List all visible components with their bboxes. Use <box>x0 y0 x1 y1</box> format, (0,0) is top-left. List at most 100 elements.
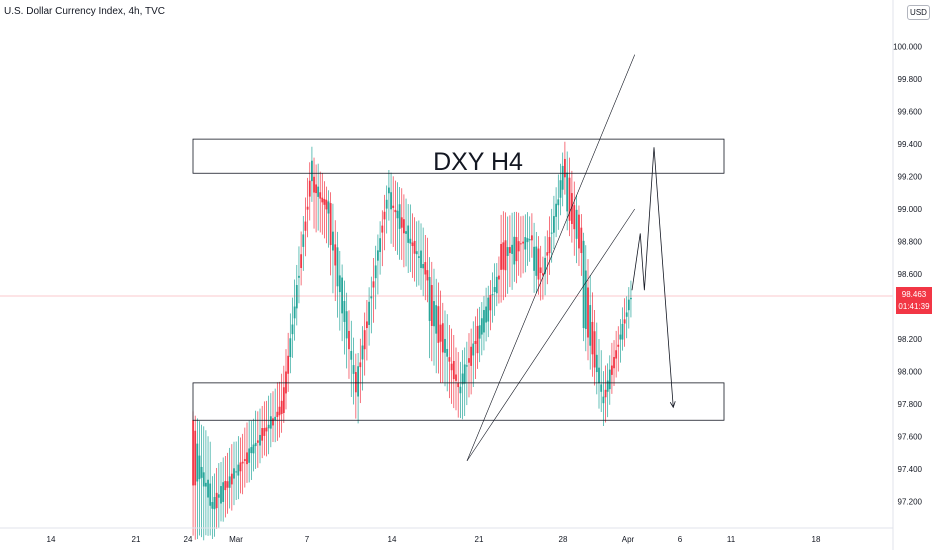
symbol-title: U.S. Dollar Currency Index, 4h, TVC <box>4 6 165 17</box>
candle-body <box>557 199 560 206</box>
candle-body <box>390 192 392 210</box>
candle-body <box>485 306 487 323</box>
candle-body <box>437 306 440 343</box>
candle-body <box>582 240 585 329</box>
candle-body <box>578 214 580 249</box>
candle-body <box>584 270 587 329</box>
candle-body <box>405 231 407 234</box>
candle-body <box>202 472 205 487</box>
candle-body <box>192 420 194 486</box>
candle-body <box>483 310 485 333</box>
candle-body <box>461 373 464 385</box>
candle-body <box>272 418 274 426</box>
candle-body <box>606 380 609 392</box>
candle-body <box>241 461 244 464</box>
candle-body <box>215 492 218 509</box>
candle-body <box>246 452 248 465</box>
candle-body <box>489 294 492 311</box>
candle-body <box>625 312 628 317</box>
price-tick-label: 99.600 <box>898 108 923 117</box>
candle-body <box>602 396 605 404</box>
candle-body <box>468 358 470 363</box>
candle-body <box>580 227 583 254</box>
candle-body <box>544 257 546 274</box>
time-tick-label: Apr <box>622 535 635 544</box>
candle-body <box>205 482 207 487</box>
candle-body <box>321 197 324 203</box>
candle-body <box>315 184 317 194</box>
candle-body <box>528 239 531 241</box>
candle-body <box>237 464 240 476</box>
price-tick-label: 97.200 <box>898 498 923 507</box>
candle-body <box>217 494 220 498</box>
candle-body <box>398 204 401 229</box>
candle-body <box>348 330 350 350</box>
time-tick-label: 14 <box>388 535 397 544</box>
candle-body <box>366 321 368 329</box>
candle-body <box>254 442 257 447</box>
candle-body <box>248 448 251 463</box>
candle-body <box>515 237 518 262</box>
candle-body <box>480 318 483 335</box>
price-axis: 97.20097.40097.60097.80098.00098.20098.4… <box>893 43 922 507</box>
candle-body <box>388 187 390 194</box>
candle-body <box>327 201 330 214</box>
dxy-h4-annotation: DXY H4 <box>433 148 523 176</box>
candle-body <box>546 252 549 256</box>
candle-body <box>361 345 364 360</box>
price-tick-label: 97.800 <box>898 400 923 409</box>
candle-body <box>256 440 259 443</box>
candle-body <box>265 427 268 432</box>
candle-body <box>444 338 446 353</box>
price-tick-label: 97.400 <box>898 465 923 474</box>
candle-body <box>250 447 253 454</box>
candle-body <box>491 294 494 296</box>
candle-body <box>354 372 357 393</box>
projection-path <box>631 147 674 408</box>
candle-body <box>228 476 231 488</box>
candle-body <box>627 299 630 311</box>
candle-body <box>311 160 313 182</box>
candle-body <box>295 285 298 309</box>
current-price-badge: 98.463 01:41:39 <box>896 287 932 314</box>
candle-body <box>570 193 573 224</box>
time-tick-label: 11 <box>727 535 736 544</box>
candle-body <box>498 275 500 280</box>
candle-body <box>226 481 229 488</box>
time-tick-label: 14 <box>47 535 56 544</box>
candle-body <box>374 265 377 279</box>
candle-body <box>341 277 344 314</box>
candle-body <box>553 216 555 233</box>
candle-body <box>280 400 283 415</box>
currency-selector[interactable]: USD <box>907 5 930 20</box>
candle-body <box>298 275 300 278</box>
candle-body <box>276 411 279 418</box>
candle-body <box>291 324 294 335</box>
candle-body <box>194 430 197 486</box>
candle-body <box>509 247 511 254</box>
candle-body <box>274 416 277 421</box>
candle-body <box>487 297 490 322</box>
candle-body <box>428 277 431 321</box>
candles-layer <box>192 141 632 541</box>
time-tick-label: 7 <box>305 535 310 544</box>
candle-body <box>446 348 449 357</box>
candle-body <box>604 389 607 398</box>
candle-body <box>213 496 216 510</box>
candle-body <box>542 273 544 276</box>
candle-body <box>233 468 235 479</box>
candle-body <box>306 206 309 210</box>
resistance-zone <box>192 138 725 174</box>
candle-body <box>630 297 632 300</box>
candle-body <box>457 383 460 388</box>
candle-body <box>417 256 420 258</box>
candle-body <box>426 270 429 281</box>
candle-body <box>285 371 287 394</box>
candle-body <box>441 323 444 353</box>
candle-body <box>568 177 571 221</box>
price-tick-label: 97.600 <box>898 433 923 442</box>
drawings-layer <box>466 54 676 462</box>
candle-body <box>613 356 615 369</box>
